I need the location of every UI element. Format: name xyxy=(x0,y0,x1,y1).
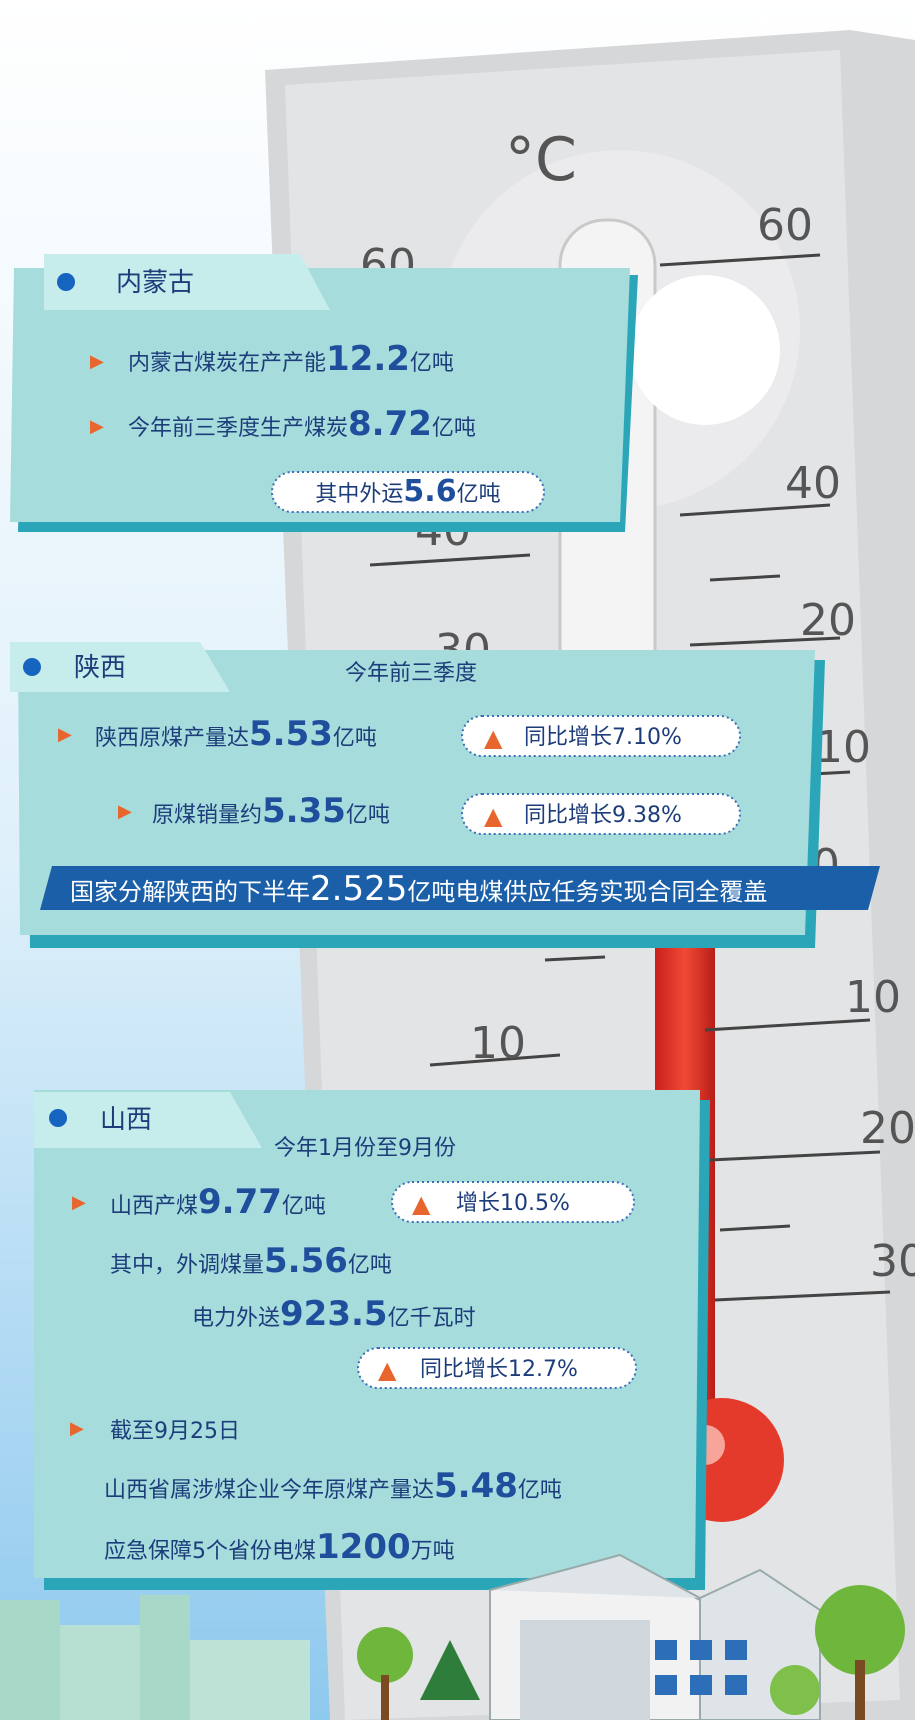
infographic: °C 60 40 20 10 0 10 20 30 60 40 30 10 内蒙… xyxy=(0,0,915,1720)
item-number: 5.35 xyxy=(262,791,346,831)
svg-text:▶: ▶ xyxy=(90,416,104,437)
svg-text:▶: ▶ xyxy=(90,351,104,372)
scale-label: 20 xyxy=(800,595,856,646)
item-text: 原煤销量约 xyxy=(152,803,262,828)
item-text: 陕西原煤产量达 xyxy=(95,726,249,751)
badge: 同比增长9.38% xyxy=(524,803,682,828)
item-text: 今年前三季度生产煤炭 xyxy=(128,416,348,441)
page: °C 60 40 20 10 0 10 20 30 60 40 30 10 内蒙… xyxy=(0,0,915,1720)
item-number: 5.53 xyxy=(249,714,333,754)
scale-label: 30 xyxy=(870,1236,915,1287)
panel-shaanxi: 陕西 今年前三季度 ▶ 陕西原煤产量达5.53亿吨 ▲ 同比增长7.10% ▶ … xyxy=(10,642,880,948)
item-text: 山西产煤 xyxy=(110,1194,198,1219)
badge: 同比增长12.7% xyxy=(420,1357,578,1382)
subtitle: 今年前三季度 xyxy=(345,661,477,686)
item-unit: 亿吨 xyxy=(518,1478,562,1503)
item-number: 5.6 xyxy=(403,474,456,509)
item-number: 923.5 xyxy=(280,1294,388,1334)
item-unit: 亿千瓦时 xyxy=(388,1306,476,1331)
item-text: 其中，外调煤量 xyxy=(110,1253,264,1278)
item-unit: 亿吨 xyxy=(457,482,501,507)
svg-text:▶: ▶ xyxy=(58,724,72,745)
item-text: 内蒙古煤炭在产产能 xyxy=(128,351,326,376)
svg-text:▶: ▶ xyxy=(118,801,132,822)
scale-label: 10 xyxy=(845,972,901,1023)
item-number: 8.72 xyxy=(348,404,432,444)
item-text: 应急保障5个省份电煤 xyxy=(104,1539,316,1564)
item-unit: 万吨 xyxy=(411,1539,455,1564)
badge: 增长10.5% xyxy=(456,1191,570,1216)
panel-shanxi: 山西 今年1月份至9月份 ▶ 山西产煤9.77亿吨 ▲ 增长10.5% 其中，外… xyxy=(34,1090,710,1590)
item-number: 5.48 xyxy=(434,1466,518,1506)
item-unit: 亿吨 xyxy=(348,1253,392,1278)
scale-label: 20 xyxy=(860,1103,915,1154)
section-title: 山西 xyxy=(100,1105,152,1135)
svg-text:▲: ▲ xyxy=(378,1356,397,1384)
section-title: 内蒙古 xyxy=(116,268,194,298)
item-number: 12.2 xyxy=(326,339,410,379)
item-unit: 亿吨 xyxy=(282,1194,326,1219)
svg-text:▲: ▲ xyxy=(484,724,503,752)
item-unit: 亿吨 xyxy=(432,416,476,441)
scale-label: 40 xyxy=(785,458,841,509)
banner-number: 2.525 xyxy=(310,869,407,909)
scale-label: 10 xyxy=(470,1018,526,1069)
section-title: 陕西 xyxy=(74,653,126,683)
badge: 同比增长7.10% xyxy=(524,725,682,750)
unit: °C xyxy=(505,125,577,195)
item-unit: 亿吨 xyxy=(410,351,454,376)
svg-text:▲: ▲ xyxy=(484,802,503,830)
highlight xyxy=(630,275,780,425)
item-unit: 亿吨 xyxy=(346,803,390,828)
item-text: 截至9月25日 xyxy=(110,1419,240,1444)
item-text: 其中外运 xyxy=(315,482,403,507)
svg-text:▶: ▶ xyxy=(70,1418,84,1439)
item-number: 9.77 xyxy=(198,1182,282,1222)
banner-text: 国家分解陕西的下半年 xyxy=(70,878,310,906)
scale-label: 10 xyxy=(815,722,871,773)
scale-label: 60 xyxy=(757,200,813,251)
item-number: 5.56 xyxy=(264,1241,348,1281)
item-text: 电力外送 xyxy=(192,1306,280,1331)
banner-unit: 亿吨电煤供应任务实现合同全覆盖 xyxy=(407,878,767,906)
subtitle: 今年1月份至9月份 xyxy=(274,1136,456,1161)
svg-text:▲: ▲ xyxy=(412,1190,431,1218)
svg-text:▶: ▶ xyxy=(72,1192,86,1213)
item-number: 1200 xyxy=(316,1527,411,1567)
panel-neimenggu: 内蒙古 ▶ 内蒙古煤炭在产产能12.2亿吨 ▶ 今年前三季度生产煤炭8.72亿吨… xyxy=(10,254,638,532)
item-text: 山西省属涉煤企业今年原煤产量达 xyxy=(104,1478,434,1503)
item-unit: 亿吨 xyxy=(333,726,377,751)
